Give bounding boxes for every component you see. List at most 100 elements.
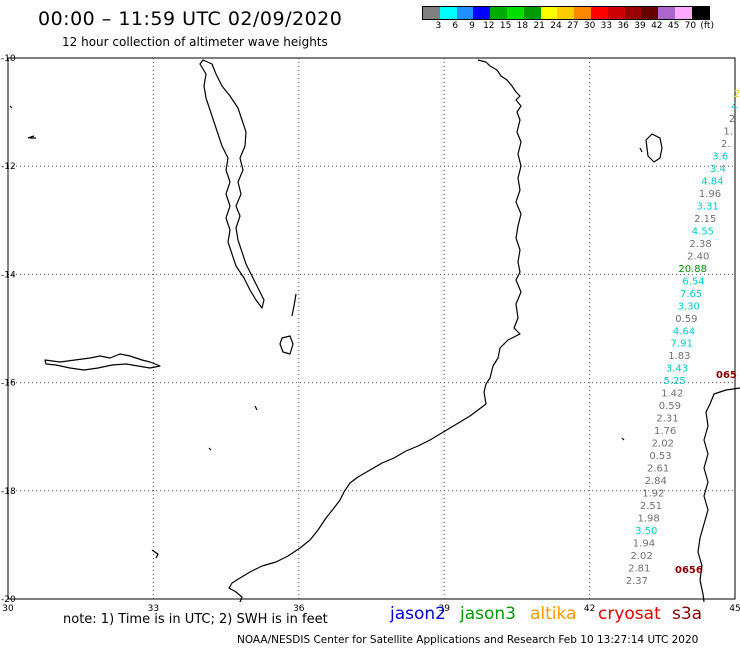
islet-speck (9, 105, 13, 109)
lat-lon-grid (8, 58, 735, 599)
color-scale-label: 27 (567, 21, 579, 31)
swh-value: 2.84 (645, 476, 667, 487)
swh-value: 1.98 (638, 514, 660, 525)
swh-value: 1.96 (699, 189, 721, 200)
color-swatch (456, 7, 474, 19)
color-swatch (658, 7, 675, 19)
longitude-label: 30 (2, 604, 14, 614)
color-scale-label: 21 (533, 21, 545, 31)
swh-value: 2.02 (630, 551, 652, 562)
islet-speck (621, 437, 625, 441)
legend-item: jason3 (460, 604, 516, 624)
swh-value: 2.37 (626, 576, 648, 587)
swh-value: 4 (731, 101, 737, 112)
swh-value: 6.54 (682, 276, 704, 287)
swh-value: 3.4 (710, 164, 726, 175)
color-swatch (641, 7, 659, 19)
lake-kariba (44, 353, 161, 371)
islet-speck (208, 447, 212, 451)
color-swatch (523, 7, 541, 19)
swh-value: 065 (716, 370, 737, 381)
longitude-label: 45 (729, 604, 740, 614)
legend-item: cryosat (598, 604, 661, 624)
swh-value: 4.64 (673, 326, 695, 337)
color-swatch (607, 7, 625, 19)
color-swatch (423, 7, 440, 19)
swh-value: 2 (734, 89, 740, 100)
coastal-islet (291, 293, 297, 317)
swh-value: 1. (723, 126, 733, 137)
color-scale-label: 30 (583, 21, 596, 31)
color-swatch (439, 7, 457, 19)
color-scale-label: 36 (617, 21, 629, 31)
swh-value: 7.65 (680, 289, 702, 300)
map-frame (7, 57, 736, 600)
swh-value: 2.38 (689, 239, 711, 250)
color-swatch (490, 7, 507, 19)
swh-value: 3.6 (712, 151, 728, 162)
swh-value: 2. (721, 139, 731, 150)
color-swatch (506, 7, 524, 19)
coastlines (9, 59, 740, 603)
color-scale-label: 3 (435, 21, 442, 31)
color-scale-label: 42 (651, 21, 663, 31)
swh-value: 1.76 (654, 426, 676, 437)
color-scale-label: (ft) (700, 21, 714, 31)
axis-labels: 30 33 36 39 42 45-10-12-14-16-18-20 (1, 54, 740, 614)
swh-value: 1.83 (668, 351, 690, 362)
map-title: 00:00 – 11:59 UTC 02/09/2020 (38, 8, 343, 30)
longitude-label: 39 (438, 604, 450, 614)
color-scale-bar (422, 6, 710, 20)
comoros-island (645, 133, 663, 163)
swh-value: 2 (729, 114, 735, 125)
swh-value: 0.59 (659, 401, 681, 412)
swh-value: 1.42 (661, 389, 683, 400)
color-scale-label: 33 (600, 21, 613, 31)
swh-value: 7.91 (671, 339, 693, 350)
color-swatch (674, 7, 692, 19)
color-swatch (590, 7, 608, 19)
color-swatch (540, 7, 558, 19)
longitude-label: 36 (293, 604, 305, 614)
color-swatch (574, 7, 591, 19)
swh-value: 2.15 (694, 214, 716, 225)
mozambique-coastline (228, 59, 522, 603)
color-scale-label: 15 (499, 21, 512, 31)
longitude-label: 33 (148, 604, 159, 614)
legend-item: altika (530, 604, 577, 624)
swh-value: 2.61 (647, 464, 669, 475)
color-swatch (624, 7, 642, 19)
swh-value: 3.50 (635, 526, 657, 537)
legend-item: jason2 (390, 604, 446, 624)
islet-speck (27, 135, 36, 139)
swh-value: 3.43 (666, 364, 688, 375)
swh-value: 0.53 (649, 451, 671, 462)
lake-chilwa (279, 335, 294, 355)
swh-value: 0.59 (675, 314, 697, 325)
swh-value: 2.51 (640, 501, 662, 512)
swh-value: 2.31 (656, 414, 678, 425)
color-swatch (691, 7, 709, 19)
islet-speck (151, 549, 159, 559)
swh-value: 2.02 (652, 439, 674, 450)
color-swatch (473, 7, 491, 19)
swh-value: 4.55 (692, 226, 714, 237)
color-scale-label: 18 (516, 21, 529, 31)
color-scale-label: 6 (452, 21, 459, 31)
swh-value: 0656 (675, 565, 703, 576)
latitude-label: -20 (1, 595, 16, 605)
swh-value: 20.88 (678, 264, 707, 275)
swh-track-labels: 2421.2.3.63.44.841.963.312.154.552.382.4… (626, 89, 740, 587)
footnote: note: 1) Time is in UTC; 2) SWH is in fe… (63, 612, 328, 627)
islet-speck (254, 405, 258, 411)
lake-malawi (199, 59, 265, 309)
color-scale-label: 39 (634, 21, 646, 31)
swh-value: 1.92 (642, 489, 664, 500)
color-swatch (557, 7, 575, 19)
longitude-label: 42 (584, 604, 595, 614)
swh-value: 2.81 (628, 564, 650, 575)
comoros-islet (639, 147, 643, 153)
credit-line: NOAA/NESDIS Center for Satellite Applica… (237, 634, 699, 646)
color-scale-label: 12 (483, 21, 495, 31)
